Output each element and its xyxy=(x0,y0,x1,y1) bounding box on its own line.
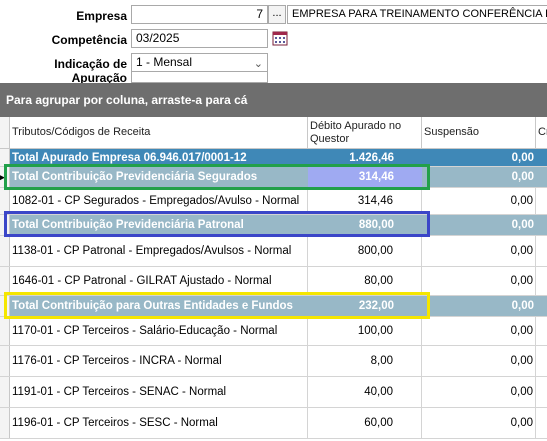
group-total-row[interactable]: ▸ Total Contribuição Previdenciária Segur… xyxy=(0,167,547,188)
row-indicator[interactable] xyxy=(0,215,10,235)
empresa-lookup-button[interactable]: ... xyxy=(268,5,286,24)
row-label: 1646-01 - CP Patronal - GILRAT Ajustado … xyxy=(10,267,308,295)
row-debito: 800,00 xyxy=(308,236,422,266)
group-total-row[interactable]: Total Contribuição Previdenciária Patron… xyxy=(0,215,547,236)
row-indicator[interactable] xyxy=(0,346,10,376)
row-suspensao: 0,00 xyxy=(511,151,534,164)
row-debito: 314,46 xyxy=(308,188,422,214)
row-indicator[interactable] xyxy=(0,377,10,407)
row-indicator[interactable] xyxy=(0,188,10,214)
row-cr-cell xyxy=(536,317,547,345)
row-cr-cell xyxy=(536,267,547,295)
row-cr-cell xyxy=(536,188,547,214)
column-header-cr[interactable]: Cr xyxy=(536,117,547,149)
row-suspensao: 0,00 xyxy=(422,377,536,407)
row-cr-cell xyxy=(536,215,547,235)
row-debito: 40,00 xyxy=(308,377,422,407)
column-header-debito[interactable]: Débito Apurado no Questor xyxy=(308,117,422,149)
group-total-row[interactable]: Total Contribuição para Outras Entidades… xyxy=(0,296,547,317)
apuracao-select-value: 1 - Mensal xyxy=(136,55,193,69)
row-indicator[interactable] xyxy=(0,296,10,316)
row-suspensao: 0,00 xyxy=(422,408,536,438)
row-debito: 100,00 xyxy=(308,317,422,345)
row-debito: 314,46 xyxy=(308,167,422,187)
row-indicator[interactable] xyxy=(0,408,10,438)
apuracao-select-extra xyxy=(131,72,268,83)
calendar-icon[interactable] xyxy=(272,30,288,46)
row-suspensao: 0,00 xyxy=(422,188,536,214)
row-indicator[interactable]: ▸ xyxy=(0,167,10,187)
row-cr-cell xyxy=(536,167,547,187)
row-suspensao: 0,00 xyxy=(422,346,536,376)
row-suspensao: 0,00 xyxy=(422,317,536,345)
row-label: Total Apurado Empresa 06.946.017/0001-12 xyxy=(12,151,247,164)
table-row[interactable]: 1196-01 - CP Terceiros - SESC - Normal 60… xyxy=(0,408,547,439)
empresa-code-field[interactable]: 7 xyxy=(131,5,268,24)
row-suspensao: 0,00 xyxy=(422,267,536,295)
row-cr-cell xyxy=(536,296,547,316)
row-cr-cell xyxy=(536,346,547,376)
table-row[interactable]: 1170-01 - CP Terceiros - Salário-Educaçã… xyxy=(0,317,547,346)
row-label: 1082-01 - CP Segurados - Empregados/Avul… xyxy=(10,188,308,214)
row-suspensao: 0,00 xyxy=(422,236,536,266)
row-suspensao: 0,00 xyxy=(511,171,534,183)
row-indicator[interactable] xyxy=(0,236,10,266)
row-label: 1138-01 - CP Patronal - Empregados/Avuls… xyxy=(10,236,308,266)
row-label: Total Contribuição para Outras Entidades… xyxy=(12,300,293,312)
row-indicator-header xyxy=(0,117,10,149)
row-indicator[interactable] xyxy=(0,317,10,345)
row-cr-cell xyxy=(536,377,547,407)
row-debito: 60,00 xyxy=(308,408,422,438)
column-header-tributos[interactable]: Tributos/Códigos de Receita xyxy=(10,117,308,149)
table-row[interactable]: 1138-01 - CP Patronal - Empregados/Avuls… xyxy=(0,236,547,267)
row-cr-cell xyxy=(536,408,547,438)
row-debito: 880,00 xyxy=(358,219,394,231)
row-label: Total Contribuição Previdenciária Segura… xyxy=(12,171,258,183)
table-row[interactable]: 1176-01 - CP Terceiros - INCRA - Normal 8… xyxy=(0,346,547,377)
empresa-label: Empresa xyxy=(76,9,127,23)
row-label: 1191-01 - CP Terceiros - SENAC - Normal xyxy=(10,377,308,407)
chevron-down-icon: ⌄ xyxy=(253,58,263,70)
row-indicator[interactable] xyxy=(0,149,10,166)
row-indicator[interactable] xyxy=(0,267,10,295)
table-row[interactable]: 1082-01 - CP Segurados - Empregados/Avul… xyxy=(0,188,547,215)
table-row[interactable]: 1646-01 - CP Patronal - GILRAT Ajustado … xyxy=(0,267,547,296)
row-debito: 80,00 xyxy=(308,267,422,295)
row-debito: 1.426,46 xyxy=(349,151,394,164)
row-debito: 232,00 xyxy=(358,300,394,312)
row-cr-cell xyxy=(536,236,547,266)
group-by-panel[interactable]: Para agrupar por coluna, arraste-a para … xyxy=(0,83,547,117)
row-debito: 8,00 xyxy=(308,346,422,376)
table-row[interactable]: 1191-01 - CP Terceiros - SENAC - Normal 4… xyxy=(0,377,547,408)
empresa-name-field: EMPRESA PARA TREINAMENTO CONFERÊNCIA INS… xyxy=(287,5,547,24)
row-cr-cell xyxy=(536,149,547,166)
row-label: 1176-01 - CP Terceiros - INCRA - Normal xyxy=(10,346,308,376)
row-suspensao: 0,00 xyxy=(511,300,534,312)
group-total-row[interactable]: Total Apurado Empresa 06.946.017/0001-12… xyxy=(0,149,547,167)
row-suspensao: 0,00 xyxy=(511,219,534,231)
competencia-field[interactable]: 03/2025 xyxy=(131,29,268,48)
column-header-suspensao[interactable]: Suspensão xyxy=(422,117,536,149)
row-label: Total Contribuição Previdenciária Patron… xyxy=(12,219,244,231)
apuracao-label: Indicação de Apuração xyxy=(54,57,127,85)
apuracao-select[interactable]: 1 - Mensal ⌄ xyxy=(131,53,268,72)
row-label: 1196-01 - CP Terceiros - SESC - Normal xyxy=(10,408,308,438)
row-label: 1170-01 - CP Terceiros - Salário-Educaçã… xyxy=(10,317,308,345)
competencia-label: Competência xyxy=(51,33,127,47)
